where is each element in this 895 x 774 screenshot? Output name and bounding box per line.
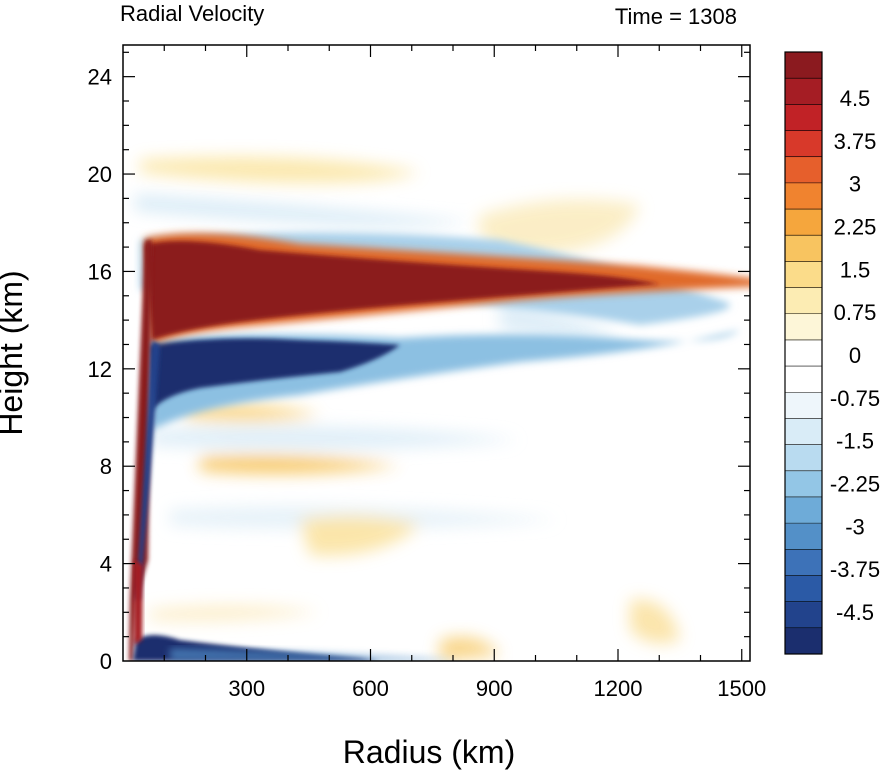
eyewall-inflow	[136, 340, 160, 600]
x-axis-label: Radius (km)	[343, 734, 515, 770]
boundary-layer-inflow-outer	[170, 648, 460, 661]
y-tick-label: 12	[88, 357, 112, 382]
mid-blue-streak	[150, 426, 520, 449]
x-tick-label: 1200	[594, 676, 643, 701]
colorbar-swatch	[785, 261, 822, 289]
x-tick-label: 900	[476, 676, 513, 701]
colorbar-swatch	[785, 444, 822, 472]
colorbar-label: -4.5	[836, 600, 874, 625]
y-tick-label: 8	[100, 454, 112, 479]
upper-blue-band	[135, 195, 470, 226]
mid-yellow-streak-2	[200, 456, 400, 474]
x-tick-label: 600	[352, 676, 389, 701]
colorbar-swatch	[785, 418, 822, 446]
y-tick-label: 16	[88, 259, 112, 284]
colorbar-swatch	[785, 549, 822, 576]
colorbar: 4.5 3.75 3 2.25 1.5 0.75 0 -0.75 -1.5 -2.25 -3 -3.7…	[784, 51, 880, 655]
colorbar-swatch	[785, 235, 822, 262]
colorbar-swatch	[785, 366, 822, 393]
low-level-outflow	[134, 560, 143, 645]
colorbar-label: -0.75	[830, 386, 880, 411]
colorbar-label: 4.5	[840, 86, 871, 111]
colorbar-swatch	[785, 392, 822, 419]
colorbar-swatch	[785, 313, 822, 341]
colorbar-swatch	[785, 601, 822, 629]
colorbar-label: 1.5	[840, 257, 871, 282]
colorbar-label: 0	[849, 343, 861, 368]
x-tick-label: 300	[228, 676, 265, 701]
y-tick-label: 4	[100, 552, 112, 577]
colorbar-label: 2.25	[834, 215, 877, 240]
colorbar-label: 0.75	[834, 300, 877, 325]
colorbar-label: -3	[845, 514, 865, 539]
colorbar-swatch	[785, 339, 822, 367]
colorbar-label: 3.75	[834, 129, 877, 154]
y-tick-label: 20	[88, 162, 112, 187]
bottom-yellow-patch	[440, 637, 500, 661]
upper-yellow-band	[140, 156, 420, 183]
colorbar-swatch	[785, 156, 822, 184]
outer-yellow-patch	[478, 199, 640, 255]
colorbar-swatch	[785, 130, 822, 158]
x-tick-label: 1500	[717, 676, 766, 701]
colorbar-swatch	[785, 575, 822, 603]
outflow-band-core	[145, 241, 660, 340]
colorbar-swatch	[785, 627, 822, 655]
colorbar-swatch	[785, 52, 822, 79]
y-tick-label: 24	[88, 65, 112, 90]
colorbar-label: -1.5	[836, 429, 874, 454]
chart-title-left: Radial Velocity	[120, 1, 264, 26]
plot-frame	[122, 44, 751, 662]
velocity-field	[123, 45, 750, 661]
low-yellow-patch	[300, 516, 420, 556]
colorbar-swatch	[785, 496, 822, 524]
eyewall-outflow	[129, 240, 152, 661]
colorbar-swatch	[785, 209, 822, 236]
y-axis-label: Height (km)	[0, 270, 29, 435]
y-tick-label: 0	[100, 649, 112, 674]
inflow-band-core	[150, 338, 400, 410]
colorbar-label: -3.75	[830, 557, 880, 582]
chart-title-right: Time = 1308	[615, 4, 737, 29]
colorbar-swatch	[785, 182, 822, 210]
colorbar-label: -2.25	[830, 472, 880, 497]
y-axis: 0 4 8 12 16 20 24	[88, 51, 750, 674]
mid-yellow-streak-1	[185, 403, 320, 421]
low-yellow-streak	[150, 605, 320, 621]
x-axis: 300 600 900 1200 1500	[163, 45, 766, 701]
colorbar-frame	[784, 51, 823, 655]
outer-bottom-yellow	[630, 599, 680, 644]
colorbar-swatch	[785, 470, 822, 498]
colorbar-swatch	[785, 287, 822, 315]
colorbar-swatch	[785, 78, 822, 105]
colorbar-label: 3	[849, 172, 861, 197]
colorbar-swatch	[785, 523, 822, 550]
colorbar-swatch	[785, 104, 822, 132]
